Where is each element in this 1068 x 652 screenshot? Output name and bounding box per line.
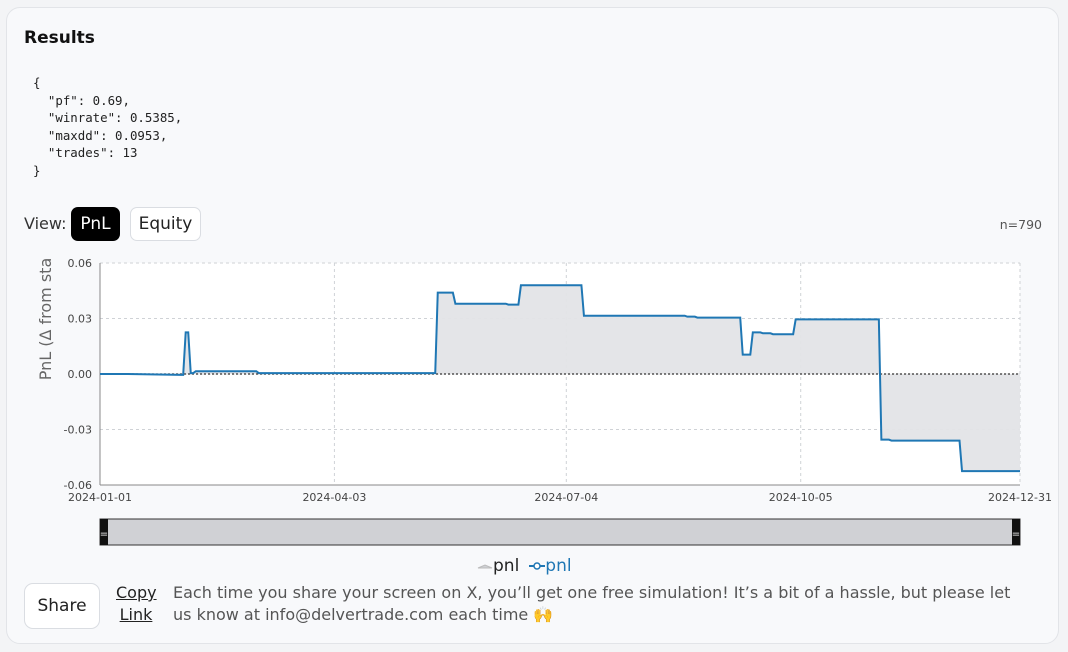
results-card: Results { "pf": 0.69, "winrate": 0.5385,… [6,7,1059,644]
y-tick-label: 0.06 [68,257,93,270]
results-title: Results [24,28,95,48]
x-tick-label: 2024-07-04 [534,491,598,504]
y-tick-label: -0.06 [64,479,92,492]
legend-item-fill[interactable]: pnl [477,556,519,576]
x-tick-label: 2024-12-31 [988,491,1052,504]
y-axis-label: PnL (Δ from sta [36,258,55,381]
range-slider[interactable] [99,518,1021,546]
y-tick-label: -0.03 [64,424,92,437]
x-tick-label: 2024-04-03 [302,491,366,504]
x-tick-label: 2024-10-05 [769,491,833,504]
chart-legend[interactable]: pnl pnl [477,555,582,577]
legend-fill-icon [477,564,493,569]
range-slider-right-handle[interactable] [1012,519,1020,545]
left-handle-grip-icon: = [100,529,108,540]
pnl-fill-area [100,285,1020,472]
right-handle-grip-icon: = [1012,529,1020,540]
share-button[interactable]: Share [24,583,100,629]
view-pnl-button[interactable]: PnL [71,207,120,241]
legend-label-line: pnl [545,556,572,576]
view-equity-button[interactable]: Equity [130,207,201,241]
range-slider-left-handle[interactable] [100,519,108,545]
legend-item-line[interactable]: pnl [529,556,572,576]
results-json: { "pf": 0.69, "winrate": 0.5385, "maxdd"… [33,75,183,178]
x-tick-label: 2024-01-01 [68,491,132,504]
sample-count: n=790 [999,217,1042,232]
view-label: View: [24,214,67,233]
y-tick-label: 0.00 [68,368,93,381]
view-toggle-row: View: PnL Equity n=790 [24,207,1044,243]
share-message: Each time you share your screen on X, yo… [173,583,1011,624]
pnl-line [100,284,1020,473]
legend-line-icon [529,562,546,570]
copy-link[interactable]: Copy Link [116,583,157,624]
legend-label-fill: pnl [493,556,520,576]
y-tick-label: 0.03 [68,313,93,326]
